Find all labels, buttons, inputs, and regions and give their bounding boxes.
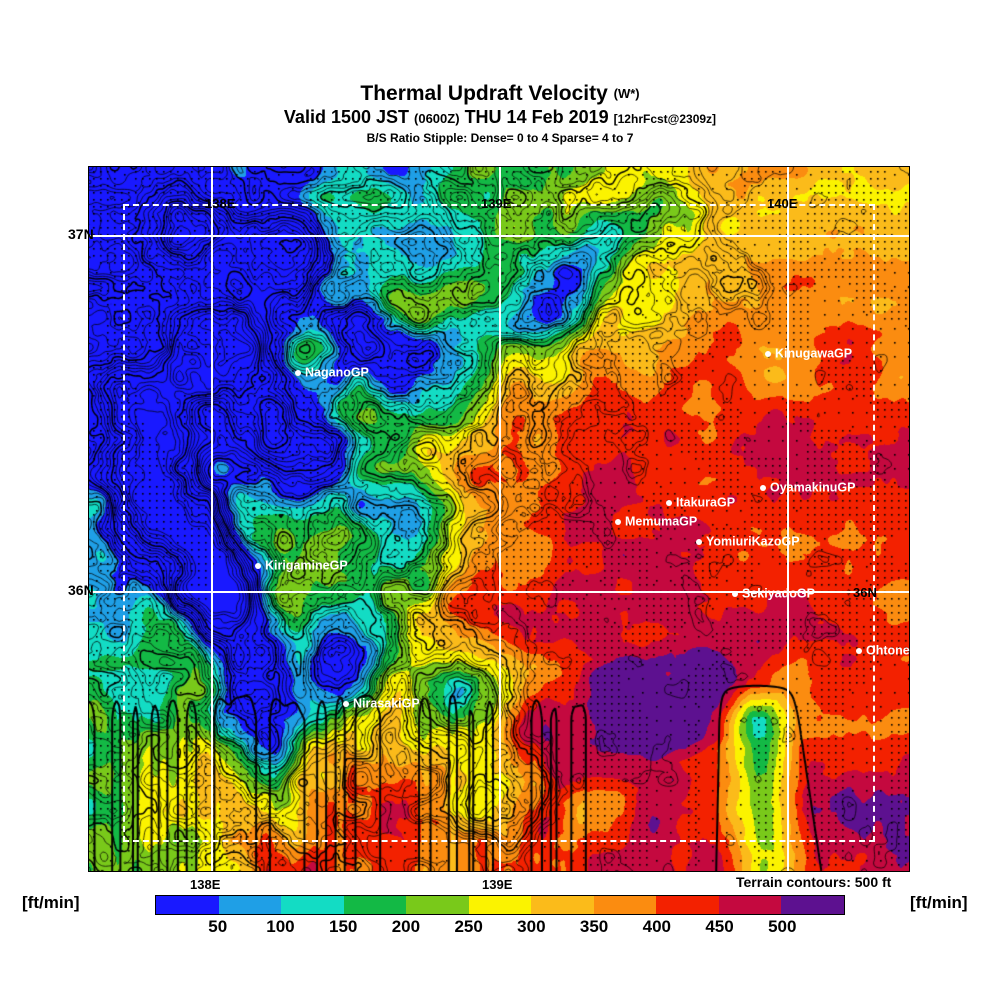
station-label: YomiuriKazoGP (706, 534, 800, 549)
main-title-variable: (W*) (613, 86, 640, 101)
station-label: OyamakinuGP (770, 480, 856, 495)
station-marker-naganogp[interactable]: NaganoGP (295, 366, 369, 379)
gridline-lon-139e (499, 167, 501, 871)
station-label: KinugawaGP (775, 346, 853, 361)
title-block: Thermal Updraft Velocity (W*) Valid 1500… (0, 82, 1000, 146)
axis-label-36n: 36N (68, 582, 94, 598)
station-marker-yomiurikazogp[interactable]: YomiuriKazoGP (696, 535, 800, 548)
colorbar[interactable] (155, 895, 845, 915)
axis-label-138e-bottom: 138E (190, 877, 221, 892)
colorbar-segment-8 (656, 896, 719, 914)
station-dot-icon (295, 369, 301, 376)
main-title-text: Thermal Updraft Velocity (360, 82, 608, 105)
colorbar-tick-500: 500 (768, 917, 797, 936)
gridline-lon-140e (787, 167, 789, 871)
colorbar-tick-400: 400 (642, 917, 671, 936)
colorbar-segment-5 (468, 896, 532, 914)
station-label: MemumaGP (625, 514, 698, 529)
map-label-140e: 140E (767, 196, 798, 211)
station-marker-kinugawagp[interactable]: KinugawaGP (765, 347, 852, 360)
colorbar-segment-6 (531, 896, 594, 914)
station-marker-ohtonegp[interactable]: OhtoneGP (856, 644, 928, 657)
forecast-run-info: [12hrFcst@2309z] (613, 112, 717, 126)
station-label: SekiyadoGP (742, 586, 815, 601)
gridline-lon-138e (211, 167, 213, 871)
station-dot-icon (856, 647, 862, 654)
colorbar-segment-4 (406, 896, 469, 914)
valid-date: THU 14 Feb 2019 (464, 107, 609, 127)
station-dot-icon (765, 350, 771, 357)
station-dot-icon (760, 484, 766, 491)
station-marker-kirigaminegp[interactable]: KirigamineGP (255, 559, 348, 572)
station-marker-memumagp[interactable]: MemumaGP (615, 515, 697, 528)
station-dot-icon (255, 562, 261, 569)
axis-label-37n: 37N (68, 226, 94, 242)
station-dot-icon (615, 518, 621, 525)
colorbar-tick-350: 350 (579, 917, 609, 936)
station-label: NirasakiGP (353, 696, 420, 711)
station-label: FujiganeGP (394, 871, 464, 886)
station-label: OhtoneGP (866, 643, 928, 658)
valid-time-utc: (0600Z) (414, 111, 460, 126)
station-marker-sekiyadogp[interactable]: SekiyadoGP (732, 587, 815, 600)
colorbar-tick-100: 100 (266, 917, 295, 936)
station-label: KirigamineGP (265, 558, 348, 573)
map-label-36n-right: 36N (853, 585, 877, 600)
station-label: NaganoGP (305, 365, 369, 380)
colorbar-panel: [ft/min] 50 100 150 200 250 300 350 400 450 500 [… (0, 893, 1000, 955)
terrain-contour-note: Terrain contours: 500 ft (736, 874, 892, 890)
stipple-legend: B/S Ratio Stipple: Dense= 0 to 4 Sparse=… (366, 131, 634, 145)
main-title: Thermal Updraft Velocity (W*) (0, 82, 1000, 106)
gridline-lat-36n (89, 591, 909, 593)
station-dot-icon (343, 700, 349, 707)
colorbar-segment-7 (593, 896, 657, 914)
colorbar-tick-150: 150 (328, 917, 358, 936)
colorbar-segment-1 (218, 896, 282, 914)
colorbar-tick-250: 250 (454, 917, 483, 936)
station-dot-icon (732, 590, 738, 597)
colorbar-segment-3 (343, 896, 407, 914)
colorbar-tick-labels: 50 100 150 200 250 300 350 400 450 500 (155, 917, 845, 943)
station-dot-icon (384, 875, 390, 882)
colorbar-segment-10 (781, 896, 845, 914)
station-marker-nirasakigp[interactable]: NirasakiGP (343, 697, 420, 710)
colorbar-unit-right: [ft/min] (910, 893, 968, 912)
map-label-139e: 139E (481, 196, 512, 211)
map-frame: 138E 139E 140E 36N (88, 166, 910, 872)
colorbar-unit-left: [ft/min] (22, 893, 80, 912)
valid-time-line: Valid 1500 JST (0600Z) THU 14 Feb 2019 [… (0, 106, 1000, 130)
station-marker-fujiganegp[interactable]: FujiganeGP (384, 872, 463, 885)
station-dot-icon (666, 499, 672, 506)
gridline-lat-37n (89, 235, 909, 237)
colorbar-segment-0 (156, 896, 219, 914)
colorbar-segment-2 (281, 896, 344, 914)
station-label: ItakuraGP (676, 495, 736, 510)
forecast-domain-box (123, 204, 875, 842)
colorbar-tick-200: 200 (391, 917, 421, 936)
station-marker-itakuragp[interactable]: ItakuraGP (666, 496, 735, 509)
colorbar-tick-300: 300 (517, 917, 546, 936)
station-dot-icon (696, 538, 702, 545)
colorbar-tick-50: 50 (208, 917, 228, 936)
map-panel[interactable]: 138E 139E 140E 36N NaganoGP KinugawaGP Oya… (88, 166, 928, 885)
station-marker-oyamakinugp[interactable]: OyamakinuGP (760, 481, 855, 494)
colorbar-tick-450: 450 (705, 917, 734, 936)
map-label-138e: 138E (205, 196, 236, 211)
axis-label-139e-bottom: 139E (482, 877, 513, 892)
valid-time-local: Valid 1500 JST (283, 107, 409, 127)
colorbar-segment-9 (718, 896, 782, 914)
